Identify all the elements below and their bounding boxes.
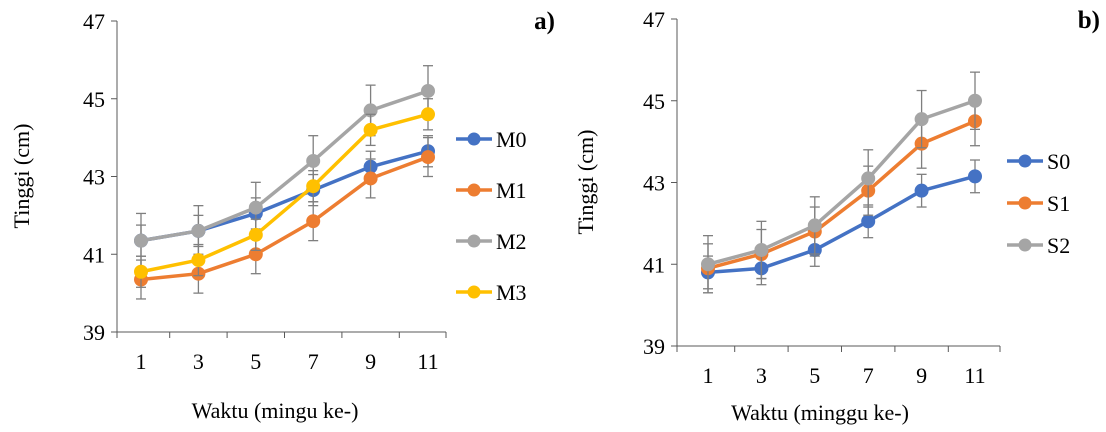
series-m1: [134, 136, 435, 300]
data-point: [248, 227, 263, 242]
legend-item-s2: S2: [1007, 233, 1070, 258]
y-tick-label: 47: [83, 9, 105, 34]
series-line: [140, 155, 429, 282]
data-point: [421, 83, 435, 98]
series-s2: [701, 71, 982, 294]
legend-item-m0: M0: [456, 127, 527, 152]
series-line: [140, 149, 429, 243]
x-tick-label: 9: [365, 349, 376, 374]
legend-marker: [467, 183, 481, 197]
legend-label: M2: [496, 229, 527, 254]
x-tick-label: 5: [250, 349, 261, 374]
data-point: [134, 264, 148, 279]
data-point: [701, 257, 715, 272]
legend-marker: [467, 234, 481, 248]
data-point: [421, 150, 435, 165]
data-point: [134, 233, 148, 248]
legend-item-m3: M3: [456, 280, 527, 305]
legend-marker: [467, 132, 481, 146]
y-tick-label: 39: [643, 334, 665, 359]
legend-label: M3: [496, 280, 527, 305]
legend-label: S0: [1047, 149, 1070, 174]
series-line: [707, 119, 976, 271]
legend-marker: [1018, 154, 1032, 168]
chart-panel-a: 39 41 43 45 47 1 3 5 7 9 11 Waktu (mingu ke-) Tinggi…: [9, 8, 555, 423]
x-tick-label: 11: [417, 349, 438, 374]
x-tick-label: 1: [136, 349, 147, 374]
series-line: [707, 99, 976, 266]
series-m3: [134, 98, 435, 288]
legend-label: S1: [1047, 191, 1070, 216]
y-tick-label: 43: [83, 165, 105, 190]
panel-label: b): [1078, 7, 1100, 34]
x-tick-label: 7: [863, 363, 874, 388]
data-point: [914, 183, 929, 198]
data-point: [861, 171, 876, 186]
legend-item-m1: M1: [456, 178, 527, 203]
legend-label: M0: [496, 127, 527, 152]
y-axis-title: Tinggi (cm): [9, 124, 34, 229]
chart-panel-b: 39 41 43 45 47 1 3 5 7 9 11 Waktu (minggu ke-) Tingg…: [573, 7, 1100, 425]
data-point: [861, 214, 876, 229]
data-point: [968, 93, 982, 108]
y-tick-label: 43: [643, 171, 665, 196]
x-axis-title: Waktu (minggu ke-): [731, 400, 909, 425]
x-tick-label: 9: [916, 363, 927, 388]
series-line: [707, 174, 976, 275]
legend-item-s1: S1: [1007, 191, 1070, 216]
panel-label: a): [534, 8, 555, 35]
data-point: [968, 169, 982, 184]
y-tick-label: 41: [643, 252, 665, 277]
y-tick-label: 41: [83, 242, 105, 267]
y-tick-label: 39: [83, 320, 105, 345]
x-tick-label: 7: [308, 349, 319, 374]
x-axis-title: Waktu (mingu ke-): [192, 398, 359, 423]
data-point: [191, 253, 206, 268]
data-point: [248, 200, 263, 215]
legend-label: M1: [496, 178, 527, 203]
legend-marker: [467, 285, 481, 299]
legend-marker: [1018, 238, 1032, 252]
x-tick-label: 11: [964, 363, 985, 388]
y-tick-label: 47: [643, 7, 665, 32]
data-point: [306, 214, 321, 229]
y-tick-label: 45: [643, 89, 665, 114]
series-line: [140, 89, 429, 243]
legend-item-m2: M2: [456, 229, 527, 254]
y-axis-title: Tinggi (cm): [573, 130, 598, 235]
series-s0: [701, 159, 982, 290]
x-tick-label: 3: [756, 363, 767, 388]
x-tick-label: 5: [809, 363, 820, 388]
legend-item-s0: S0: [1007, 149, 1070, 174]
data-point: [363, 122, 378, 137]
data-point: [191, 223, 206, 238]
series-line: [140, 112, 429, 274]
legend-marker: [1018, 196, 1032, 210]
data-point: [914, 112, 929, 127]
data-point: [754, 242, 769, 257]
x-tick-label: 1: [703, 363, 714, 388]
data-point: [306, 153, 321, 168]
x-tick-label: 3: [193, 349, 204, 374]
y-tick-label: 45: [83, 87, 105, 112]
legend-label: S2: [1047, 233, 1070, 258]
data-point: [306, 179, 321, 194]
data-point: [363, 171, 378, 186]
series-s1: [701, 96, 982, 294]
data-point: [421, 107, 435, 122]
data-point: [807, 218, 822, 233]
